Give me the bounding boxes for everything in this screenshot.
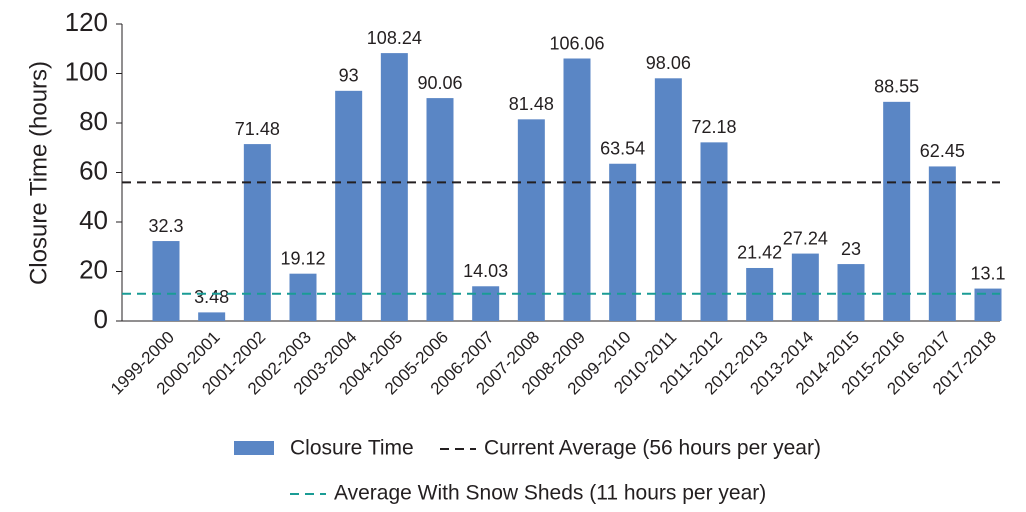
y-tick-label: 60 [79,155,108,185]
legend-swatch [234,441,274,455]
y-tick-label: 20 [79,254,108,284]
y-tick-label: 0 [94,304,108,334]
bar [472,286,500,321]
data-label: 3.48 [194,287,229,307]
data-label: 19.12 [280,248,325,268]
data-label: 98.06 [646,53,691,73]
bar [426,98,454,321]
data-label: 32.3 [148,216,183,236]
bar [198,312,226,321]
bar [700,142,728,321]
y-tick-label: 120 [65,7,108,37]
bar [152,241,180,321]
bar [243,144,271,321]
y-tick-label: 100 [65,56,108,86]
y-axis-label: Closure Time (hours) [25,61,52,285]
legend-label: Current Average (56 hours per year) [484,437,821,460]
data-label: 63.54 [600,138,645,158]
data-label: 23 [841,239,861,259]
data-label: 72.18 [691,117,736,137]
bar [609,163,637,321]
legend-label: Average With Snow Sheds (11 hours per ye… [334,482,766,505]
data-label: 93 [339,66,359,86]
data-label: 14.03 [463,261,508,281]
data-label: 108.24 [367,28,422,48]
bar [380,53,408,322]
bar [335,90,363,321]
data-label: 71.48 [235,119,280,139]
bar [791,253,819,321]
bar [883,101,911,322]
data-label: 13.1 [970,263,1005,283]
legend-label: Closure Time [290,437,414,460]
y-tick-label: 80 [79,106,108,136]
data-label: 21.42 [737,243,782,263]
data-label: 106.06 [549,33,604,53]
data-label: 81.48 [509,94,554,114]
bar [654,78,682,321]
data-label: 90.06 [417,73,462,93]
bar [289,273,317,321]
bar [928,166,956,321]
bar [563,58,591,322]
data-label: 88.55 [874,77,919,97]
y-tick-label: 40 [79,205,108,235]
data-label: 27.24 [783,228,828,248]
bar [517,119,545,321]
bar [837,264,865,321]
data-label: 62.45 [920,141,965,161]
